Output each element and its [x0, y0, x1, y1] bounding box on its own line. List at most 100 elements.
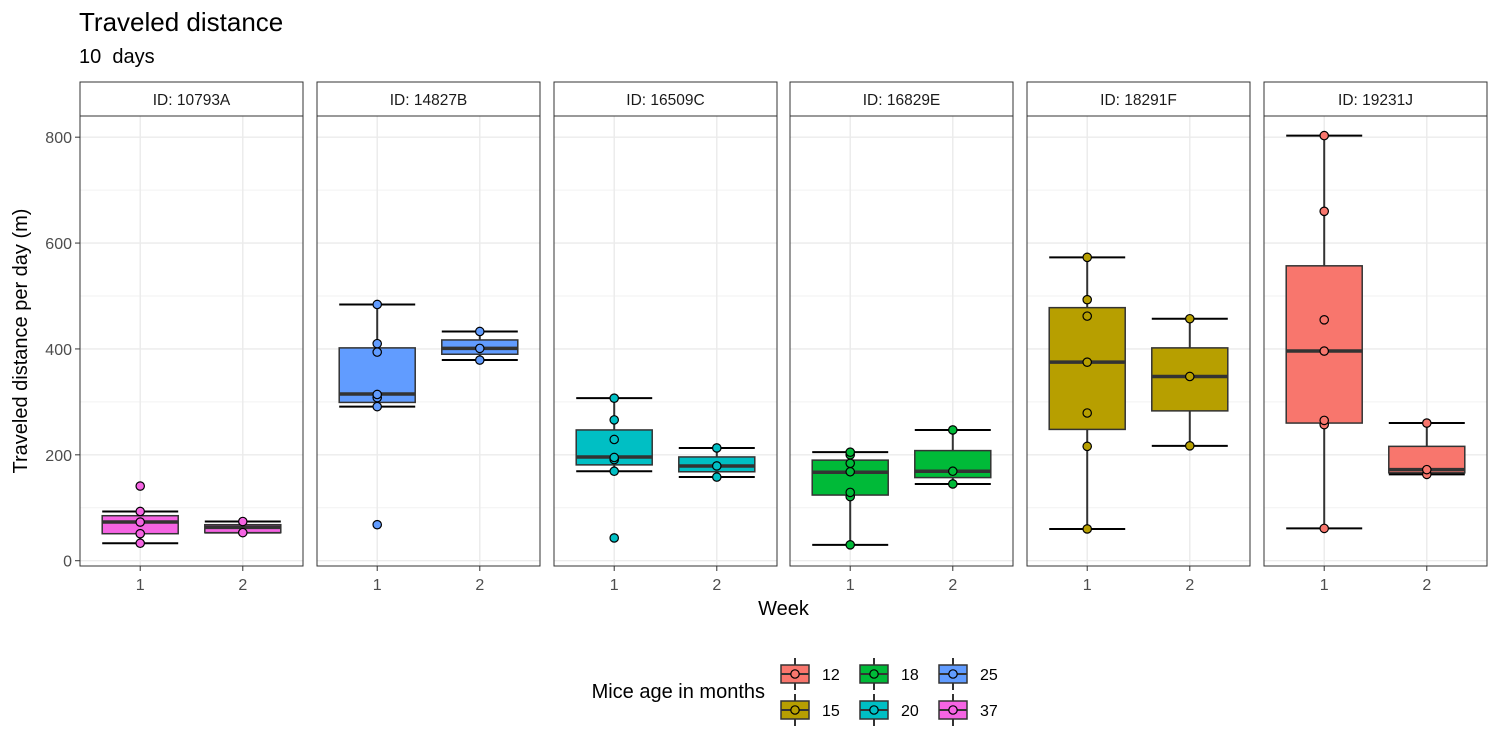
data-point: [1082, 441, 1093, 452]
x-tick-label: 2: [1185, 577, 1194, 594]
legend-key-point: [948, 705, 958, 715]
legend-label: 20: [901, 703, 919, 720]
boxplot-week-2: [1388, 418, 1466, 480]
legend-label: 18: [901, 667, 919, 684]
data-point: [845, 487, 856, 498]
data-point: [1319, 523, 1330, 534]
boxplot-week-1: [1285, 130, 1363, 534]
panel-border: [789, 115, 1014, 567]
data-point: [1082, 408, 1093, 418]
data-point: [1319, 130, 1330, 141]
x-tick-label: 1: [610, 577, 619, 594]
boxplot-week-2: [678, 443, 756, 482]
data-point: [474, 343, 485, 354]
legend-label: 37: [980, 703, 998, 720]
data-point: [947, 466, 958, 477]
facet-panel: ID: 16829E 1 2: [789, 81, 1014, 594]
data-point: [1082, 357, 1093, 367]
boxplot-week-2: [441, 326, 519, 365]
facet-strip-label: ID: 18291F: [1100, 92, 1177, 109]
data-point: [845, 458, 856, 469]
data-point: [609, 533, 620, 543]
facet-strip: [1263, 81, 1488, 117]
x-tick-label: 2: [238, 577, 247, 594]
facet-strip-label: ID: 10793A: [153, 92, 231, 109]
data-point: [474, 326, 485, 337]
facet-strip: [79, 81, 304, 117]
y-tick-label: 600: [45, 236, 72, 253]
x-tick-label: 2: [712, 577, 721, 594]
y-tick-label: 800: [45, 130, 72, 147]
y-axis-title: Traveled distance per day (m): [10, 209, 32, 474]
data-point: [1082, 294, 1093, 305]
x-tick-label: 2: [1422, 577, 1431, 594]
x-axis-title: Week: [758, 598, 810, 620]
data-point: [609, 415, 620, 425]
data-point: [474, 355, 485, 365]
facet-panel: ID: 14827B 1 2: [316, 81, 541, 594]
data-point: [237, 516, 248, 527]
boxplot-week-1: [1048, 252, 1126, 534]
box-iqr: [1285, 265, 1363, 424]
data-point: [947, 425, 958, 435]
legend-key-point: [790, 705, 800, 715]
data-point: [135, 506, 146, 517]
x-tick-label: 2: [948, 577, 957, 594]
boxplot-week-1: [575, 393, 653, 543]
facet-strip-label: ID: 16509C: [626, 92, 704, 109]
data-point: [237, 527, 248, 538]
legend-label: 12: [822, 667, 840, 684]
data-point: [711, 461, 722, 471]
data-point: [711, 443, 722, 453]
legend-label: 25: [980, 667, 998, 684]
facet-strip-label: ID: 16829E: [863, 92, 941, 109]
panel-background: [554, 116, 777, 566]
x-tick-label: 1: [373, 577, 382, 594]
legend-key: 25: [938, 658, 998, 690]
data-point: [372, 347, 383, 357]
legend-label: 15: [822, 703, 840, 720]
facet-panel: ID: 19231J 1 2: [1263, 81, 1488, 594]
data-point: [372, 519, 383, 530]
data-point: [1421, 418, 1432, 428]
data-point: [1319, 315, 1330, 325]
data-point: [609, 466, 620, 477]
chart-subtitle: 10 days: [79, 46, 155, 68]
boxplot-week-2: [204, 516, 282, 538]
legend-key: 12: [780, 658, 840, 690]
data-point: [1184, 441, 1195, 451]
data-point: [609, 434, 620, 445]
panel-border: [1026, 115, 1251, 567]
data-point: [845, 466, 856, 477]
boxplot-week-1: [101, 481, 179, 549]
data-point: [609, 452, 620, 463]
x-tick-label: 1: [136, 577, 145, 594]
data-point: [135, 538, 146, 549]
data-point: [372, 389, 383, 400]
panel-background: [790, 116, 1013, 566]
boxplot-week-1: [811, 447, 889, 550]
data-point: [135, 481, 146, 491]
y-tick-label: 200: [45, 448, 72, 465]
data-point: [845, 540, 856, 550]
facet-panel: ID: 18291F 1 2: [1026, 81, 1251, 594]
data-point: [609, 393, 620, 403]
data-point: [1319, 415, 1330, 426]
data-point: [1082, 311, 1093, 321]
data-point: [845, 447, 856, 457]
data-point: [1184, 313, 1195, 324]
x-tick-label: 1: [1083, 577, 1092, 594]
panel-border: [79, 115, 304, 567]
legend-title: Mice age in months: [592, 681, 765, 703]
x-tick-label: 1: [1320, 577, 1329, 594]
legend-key-point: [869, 705, 879, 715]
data-point: [372, 338, 383, 349]
y-tick-label: 400: [45, 342, 72, 359]
chart-title: Traveled distance: [79, 7, 284, 37]
data-point: [711, 472, 722, 482]
data-point: [1184, 371, 1195, 382]
panel-border: [553, 115, 778, 567]
panel-background: [80, 116, 303, 566]
data-point: [135, 528, 146, 539]
